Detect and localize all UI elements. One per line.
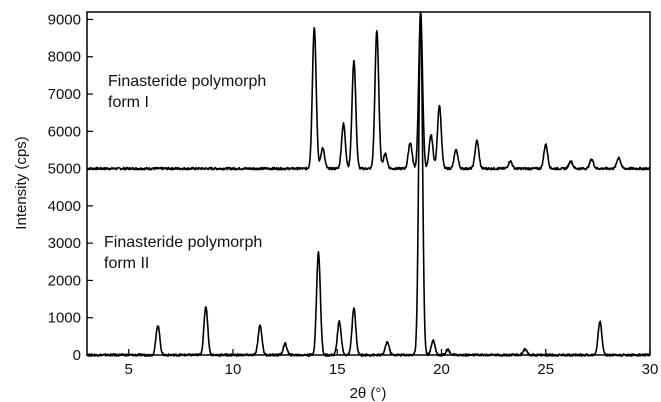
y-tick-label: 0 — [73, 347, 81, 364]
annotation-form-i: Finasteride polymorph form I — [108, 73, 266, 111]
plot-frame — [86, 11, 651, 356]
y-tick-label: 3000 — [48, 235, 81, 252]
y-tick-label: 2000 — [48, 272, 81, 289]
y-tick-label: 6000 — [48, 123, 81, 140]
y-tick-label: 9000 — [48, 11, 81, 28]
x-tick-label: 25 — [537, 361, 554, 378]
series-layer — [86, 11, 651, 357]
y-axis-label: Intensity (cps) — [13, 136, 30, 229]
y-tick-label: 5000 — [48, 161, 81, 178]
annotation-line: form I — [108, 94, 149, 111]
y-tick-label: 7000 — [48, 86, 81, 103]
annotation-line: form II — [104, 255, 149, 272]
annotation-line: Finasteride polymorph — [104, 234, 262, 251]
x-tick-label: 10 — [225, 361, 242, 378]
annotation-form-ii: Finasteride polymorph form II — [104, 234, 262, 272]
y-tick-label: 1000 — [48, 310, 81, 327]
x-tick-label: 15 — [329, 361, 346, 378]
axis-ticks: 5 10 15 20 25 30 0 1000 2000 3000 4000 5000 6000 7000… — [48, 11, 659, 378]
y-tick-label: 8000 — [48, 49, 81, 66]
y-tick-label: 4000 — [48, 198, 81, 215]
series-line-form-ii — [86, 11, 651, 357]
x-tick-label: 20 — [433, 361, 450, 378]
series-line-form-i — [86, 11, 651, 171]
x-tick-label: 5 — [125, 361, 133, 378]
x-axis-label: 2θ (°) — [350, 385, 387, 402]
annotation-line: Finasteride polymorph — [108, 73, 266, 90]
x-tick-label: 30 — [642, 361, 659, 378]
